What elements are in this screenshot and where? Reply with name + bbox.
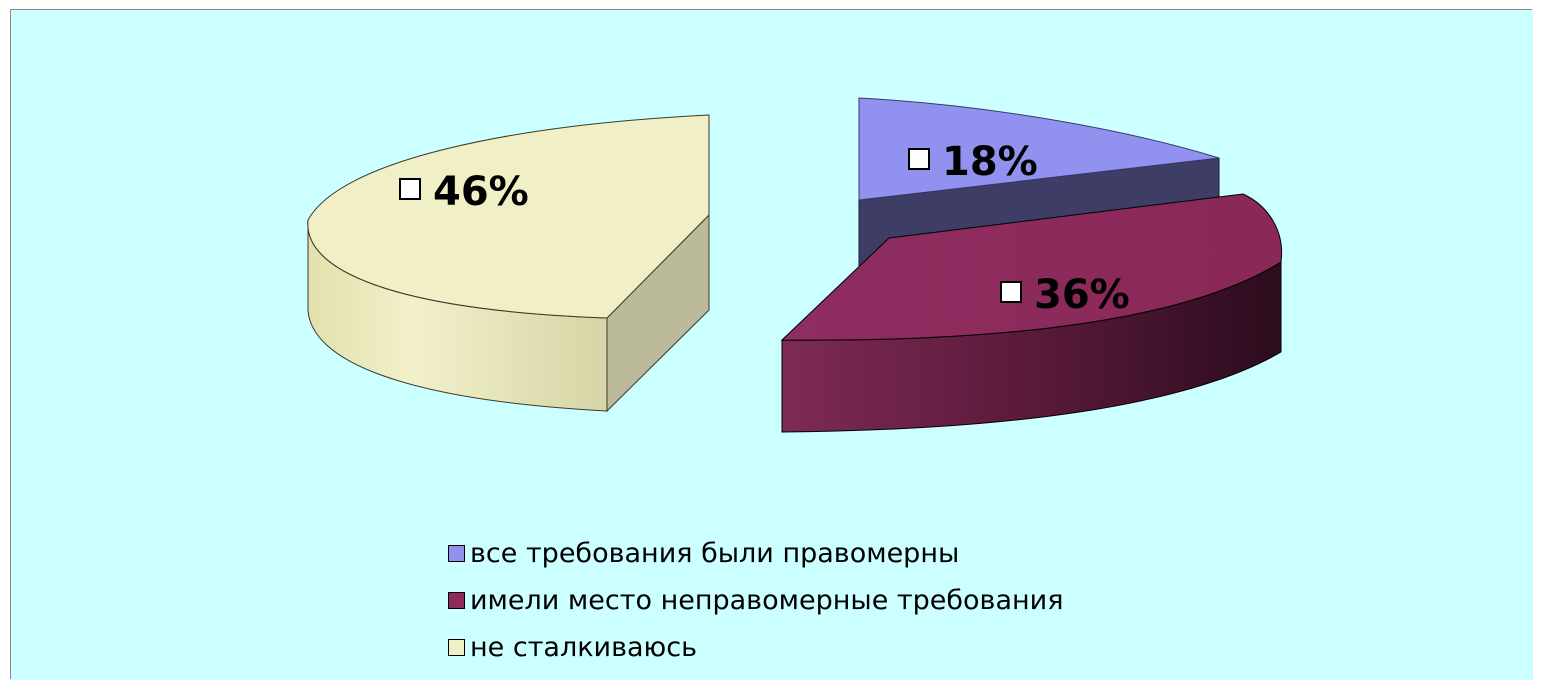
data-label-box-2 [1000,281,1022,303]
data-label-2: 36% [1034,272,1130,318]
data-label-3: 46% [433,169,529,215]
data-label-box-3 [399,178,421,200]
data-label-1: 18% [942,139,1038,185]
legend-label-1: все требования были правомерны [470,538,960,569]
slice-1 [858,97,1220,201]
data-label-box-1 [908,148,930,170]
legend-item-3: не сталкиваюсь [448,624,1063,671]
legend: все требования были правомерны имели мест… [448,530,1063,671]
legend-item-1: все требования были правомерны [448,530,1063,577]
slice-3 [307,114,710,319]
legend-label-3: не сталкиваюсь [470,632,698,663]
legend-label-2: имели место неправомерные требования [470,585,1064,616]
legend-swatch-1 [448,545,465,562]
legend-item-2: имели место неправомерные требования [448,577,1063,624]
legend-swatch-2 [448,592,465,609]
chart-area: 18% 36% 46% все требования были правомерны… [10,9,1533,680]
legend-swatch-3 [448,639,465,656]
slice-2 [780,193,1283,341]
pie-chart: 18% 36% 46% [11,10,1533,680]
